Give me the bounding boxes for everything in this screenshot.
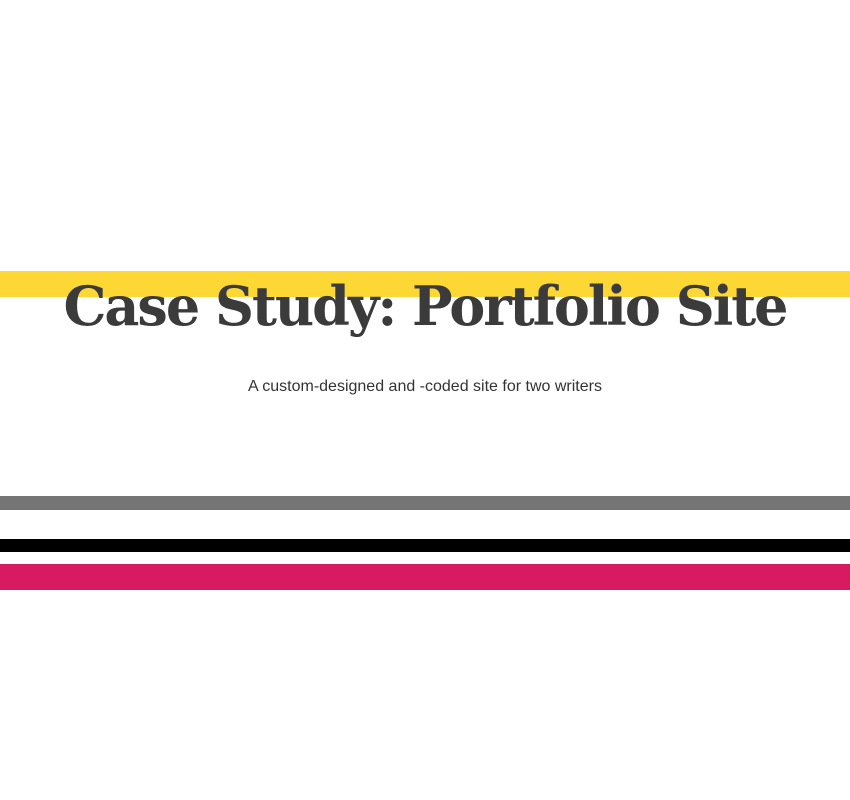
- pink-decorative-stripe: [0, 564, 850, 590]
- gray-decorative-stripe: [0, 496, 850, 510]
- black-decorative-stripe: [0, 539, 850, 552]
- yellow-highlight-stripe: [0, 271, 850, 297]
- page-subtitle: A custom-designed and -coded site for tw…: [248, 378, 602, 395]
- page-title: Case Study: Portfolio Site: [63, 274, 788, 338]
